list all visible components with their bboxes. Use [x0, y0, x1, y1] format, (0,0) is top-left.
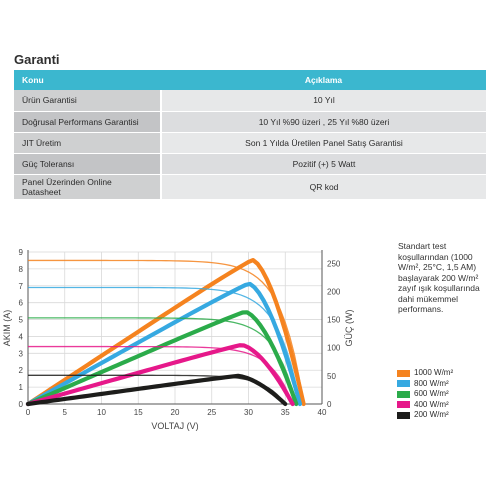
row-aciklama: 10 Yıl [161, 90, 486, 112]
iv-curve [28, 374, 286, 405]
legend-item: 400 W/m² [397, 400, 453, 411]
legend-label: 600 W/m² [414, 389, 449, 398]
y2-tick-label: 50 [327, 372, 336, 381]
iv-chart: 0 5 10 15 20 25 30 35 40 0 1 2 3 4 5 6 7 8 9 0 50 100 150 200 25… [0, 236, 500, 500]
header-aciklama: Açıklama [161, 70, 486, 90]
chart-legend: 1000 W/m² 800 W/m² 600 W/m² 400 W/m² 200 W/m… [397, 368, 453, 421]
pv-curve [25, 281, 303, 407]
warranty-table: Konu Açıklama Ürün Garantisi 10 Yıl Doğr… [14, 70, 486, 200]
x-tick-label: 0 [26, 408, 31, 417]
x-tick-label: 15 [134, 408, 143, 417]
table-row: Güç Toleransı Pozitif (+) 5 Watt [14, 153, 486, 175]
row-aciklama: Son 1 Yılda Üretilen Panel Satış Garanti… [161, 132, 486, 154]
row-aciklama: 10 Yıl %90 üzeri , 25 Yıl %80 üzeri [161, 111, 486, 133]
iv-curve [27, 286, 301, 405]
y2-axis-label: GÜÇ (W) [344, 310, 354, 347]
x-axis-label: VOLTAJ (V) [151, 421, 198, 431]
section-title: Garanti [14, 52, 60, 67]
legend-label: 400 W/m² [414, 399, 449, 409]
y2-tick-label: 100 [327, 344, 341, 353]
x-tick-label: 40 [318, 408, 327, 417]
table-row: Panel Üzerinden Online Datasheet QR kod [14, 174, 486, 200]
row-konu: Panel Üzerinden Online Datasheet [14, 174, 162, 200]
x-tick-label: 5 [63, 408, 68, 417]
iv-curve [28, 345, 294, 405]
legend-swatch [397, 390, 410, 398]
legend-label: 800 W/m² [414, 378, 449, 388]
table-row: JIT Üretim Son 1 Yılda Üretilen Panel Sa… [14, 132, 486, 154]
legend-label: 200 W/m² [414, 410, 449, 419]
row-konu: Güç Toleransı [14, 153, 162, 175]
legend-item: 800 W/m² [397, 379, 453, 390]
pv-curve [25, 373, 288, 407]
y-tick-label: 0 [19, 400, 24, 409]
legend-swatch [397, 401, 410, 409]
x-tick-label: 30 [244, 408, 253, 417]
x-tick-label: 20 [171, 408, 180, 417]
row-aciklama: Pozitif (+) 5 Watt [161, 153, 486, 175]
table-row: Ürün Garantisi 10 Yıl [14, 90, 486, 112]
y-tick-label: 2 [19, 366, 24, 375]
x-tick-label: 35 [281, 408, 290, 417]
x-tick-label: 25 [207, 408, 216, 417]
pv-curve [25, 310, 299, 407]
pv-curve [25, 343, 295, 407]
row-konu: Ürün Garantisi [14, 90, 162, 112]
iv-chart-svg: 0 5 10 15 20 25 30 35 40012345678905010015020025… [2, 248, 354, 431]
legend-swatch [397, 369, 410, 377]
iv-curve [27, 259, 305, 405]
legend-item: 600 W/m² [397, 389, 453, 400]
y-tick-label: 4 [19, 332, 24, 341]
legend-label: 1000 W/m² [414, 368, 454, 377]
y2-tick-label: 250 [327, 259, 341, 268]
chart-note: Standart test koşullarından (1000 W/m², … [398, 241, 480, 314]
legend-swatch [397, 411, 410, 419]
y2-tick-label: 0 [327, 400, 332, 409]
legend-swatch [397, 380, 410, 388]
y-tick-label: 9 [19, 248, 24, 257]
y2-tick-label: 150 [327, 316, 341, 325]
iv-curve [28, 317, 297, 405]
pv-curve [25, 258, 306, 407]
header-konu: Konu [14, 70, 161, 90]
y-tick-label: 7 [19, 282, 24, 291]
row-konu: Doğrusal Performans Garantisi [14, 111, 162, 133]
row-aciklama: QR kod [161, 174, 486, 200]
x-tick-label: 10 [97, 408, 106, 417]
y-axis-label: AKIM (A) [2, 310, 12, 347]
row-konu: JIT Üretim [14, 132, 162, 154]
legend-item: 1000 W/m² [397, 368, 453, 379]
legend-item: 200 W/m² [397, 410, 453, 421]
y-tick-label: 5 [19, 316, 24, 325]
y-tick-label: 8 [19, 265, 24, 274]
table-row: Doğrusal Performans Garantisi 10 Yıl %90… [14, 111, 486, 133]
y-tick-label: 1 [19, 383, 24, 392]
y2-tick-label: 200 [327, 287, 341, 296]
y-tick-label: 6 [19, 299, 24, 308]
y-tick-label: 3 [19, 349, 24, 358]
